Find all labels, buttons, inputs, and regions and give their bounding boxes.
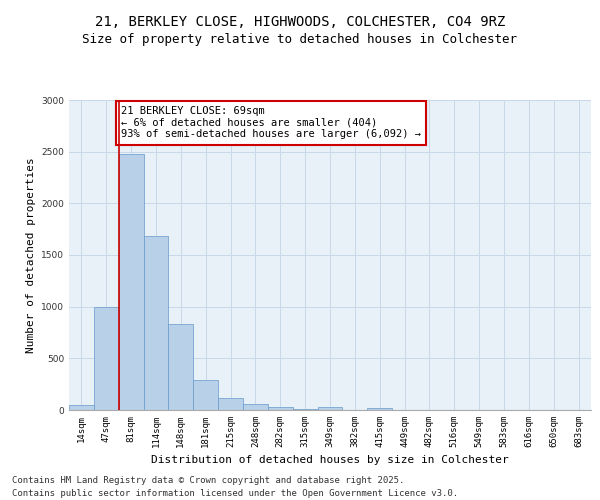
Bar (268, 407, 293, 410)
Text: 21, BERKLEY CLOSE, HIGHWOODS, COLCHESTER, CO4 9RZ: 21, BERKLEY CLOSE, HIGHWOODS, COLCHESTER… (95, 15, 505, 29)
Text: Size of property relative to detached houses in Colchester: Size of property relative to detached ho… (83, 32, 517, 46)
Bar (367, 408, 392, 410)
Text: Contains public sector information licensed under the Open Government Licence v3: Contains public sector information licen… (12, 488, 458, 498)
Text: 21 BERKLEY CLOSE: 69sqm
← 6% of detached houses are smaller (404)
93% of semi-de: 21 BERKLEY CLOSE: 69sqm ← 6% of detached… (121, 106, 421, 140)
Bar (169, 324, 193, 410)
Bar (143, 236, 169, 410)
Bar (243, 404, 268, 410)
Text: Contains HM Land Registry data © Crown copyright and database right 2025.: Contains HM Land Registry data © Crown c… (12, 476, 404, 485)
Bar (69, 405, 94, 410)
Bar (94, 306, 119, 410)
Bar (119, 154, 143, 410)
Y-axis label: Number of detached properties: Number of detached properties (26, 157, 35, 353)
Bar (193, 380, 218, 410)
Bar (317, 407, 343, 410)
X-axis label: Distribution of detached houses by size in Colchester: Distribution of detached houses by size … (151, 456, 509, 466)
Bar (218, 398, 243, 410)
